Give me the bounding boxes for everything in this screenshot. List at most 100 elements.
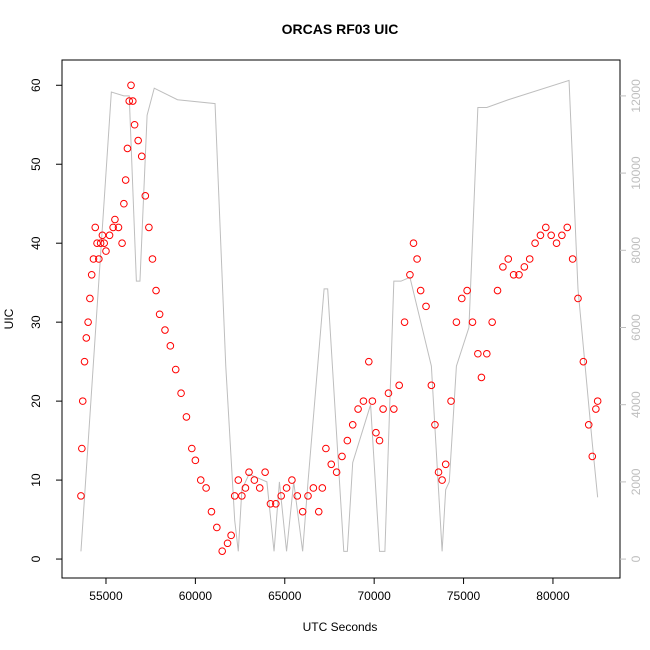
data-point bbox=[413, 255, 421, 263]
data-point bbox=[395, 381, 403, 390]
data-point bbox=[91, 223, 100, 232]
data-point bbox=[161, 326, 169, 334]
data-point bbox=[406, 270, 414, 279]
x-tick-label: 75000 bbox=[447, 589, 481, 603]
data-point bbox=[145, 223, 153, 232]
data-point bbox=[114, 223, 123, 232]
data-point bbox=[332, 468, 341, 476]
data-point bbox=[129, 97, 137, 105]
altitude-line bbox=[80, 79, 599, 552]
data-point bbox=[100, 239, 108, 247]
data-point bbox=[89, 255, 98, 263]
data-point bbox=[368, 397, 377, 405]
data-point bbox=[125, 97, 134, 105]
y2-tick-label: 6000 bbox=[629, 314, 643, 341]
data-point bbox=[552, 239, 561, 247]
data-point bbox=[468, 318, 477, 326]
data-point bbox=[118, 239, 126, 247]
data-point bbox=[255, 484, 264, 492]
x-tick-label: 70000 bbox=[357, 589, 391, 603]
data-point bbox=[152, 286, 160, 295]
data-point bbox=[438, 476, 446, 484]
data-point bbox=[593, 397, 602, 405]
data-point bbox=[223, 539, 232, 548]
data-point bbox=[288, 476, 296, 484]
data-point bbox=[241, 484, 250, 492]
data-point bbox=[584, 421, 593, 429]
data-point bbox=[359, 397, 368, 405]
data-point bbox=[525, 255, 534, 263]
data-point bbox=[483, 349, 491, 358]
data-point bbox=[134, 136, 142, 145]
data-point bbox=[148, 255, 157, 263]
data-point bbox=[266, 499, 275, 508]
data-point bbox=[431, 421, 439, 429]
data-point bbox=[84, 318, 92, 326]
data-point bbox=[309, 484, 318, 492]
data-point bbox=[568, 255, 577, 263]
data-point bbox=[182, 413, 191, 421]
data-point bbox=[547, 231, 555, 240]
y-tick-label: 50 bbox=[29, 157, 43, 171]
data-point bbox=[400, 318, 409, 326]
y2-tick-label: 10000 bbox=[629, 156, 643, 190]
data-point bbox=[123, 144, 132, 153]
data-point bbox=[80, 357, 89, 366]
y2-tick-label: 12000 bbox=[629, 79, 643, 113]
data-point bbox=[234, 476, 243, 484]
data-point bbox=[579, 357, 588, 366]
y2-tick-label: 4000 bbox=[629, 391, 643, 418]
data-point bbox=[322, 444, 330, 453]
data-point bbox=[563, 223, 572, 232]
data-point bbox=[474, 349, 482, 358]
data-point bbox=[416, 286, 425, 295]
x-tick-label: 55000 bbox=[89, 589, 123, 603]
data-point bbox=[348, 421, 357, 429]
data-point bbox=[130, 120, 139, 129]
data-point bbox=[499, 263, 507, 271]
chart-title: ORCAS RF03 UIC bbox=[282, 21, 399, 37]
data-point bbox=[542, 223, 550, 232]
data-point bbox=[588, 452, 597, 461]
plot-frame bbox=[61, 59, 621, 579]
data-point bbox=[304, 492, 312, 500]
data-point bbox=[531, 239, 539, 247]
data-point bbox=[338, 452, 346, 461]
data-point bbox=[93, 239, 101, 247]
data-point bbox=[379, 405, 387, 413]
data-point bbox=[314, 507, 323, 516]
data-point bbox=[327, 460, 336, 469]
y-axis-label: UIC bbox=[2, 308, 16, 329]
y-tick-label: 30 bbox=[29, 315, 43, 329]
data-point bbox=[227, 531, 235, 540]
data-point bbox=[171, 365, 180, 374]
data-point bbox=[177, 389, 185, 398]
data-point bbox=[509, 270, 518, 279]
data-point bbox=[87, 270, 96, 279]
data-point bbox=[77, 492, 85, 500]
data-point bbox=[272, 499, 280, 508]
data-point bbox=[592, 405, 600, 413]
data-point bbox=[127, 81, 135, 90]
data-point bbox=[213, 523, 221, 532]
data-point bbox=[191, 456, 200, 465]
data-point bbox=[574, 294, 582, 303]
data-point bbox=[250, 476, 259, 484]
data-point bbox=[282, 484, 291, 492]
data-point bbox=[121, 176, 130, 184]
data-point bbox=[109, 223, 117, 232]
data-point bbox=[86, 294, 94, 303]
data-point bbox=[536, 231, 545, 240]
data-point bbox=[230, 492, 239, 500]
data-point bbox=[277, 492, 285, 500]
data-point bbox=[111, 215, 119, 224]
y-tick-label: 10 bbox=[29, 473, 43, 487]
data-point bbox=[166, 342, 175, 350]
data-point bbox=[390, 405, 398, 413]
data-point bbox=[196, 476, 205, 484]
data-point bbox=[477, 373, 486, 382]
data-point bbox=[558, 231, 566, 240]
data-point bbox=[457, 294, 466, 303]
x-tick-label: 60000 bbox=[179, 589, 213, 603]
